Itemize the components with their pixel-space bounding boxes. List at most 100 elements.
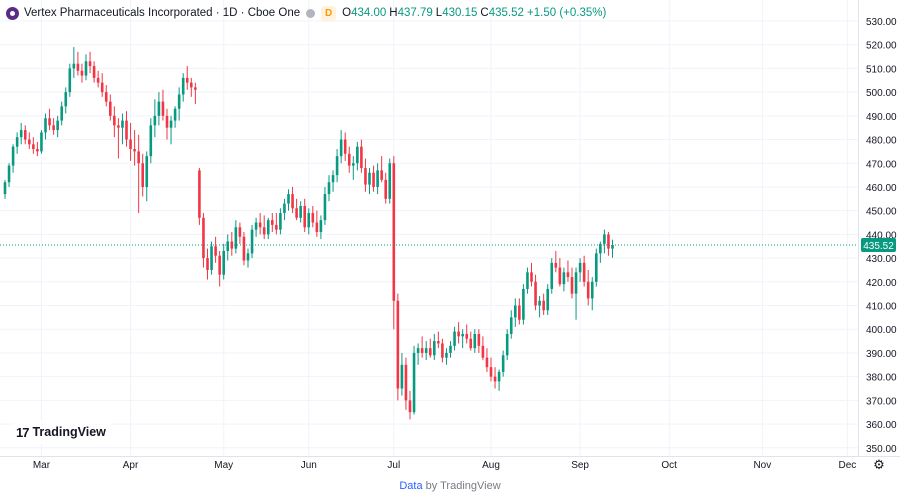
candle-body[interactable] (360, 146, 363, 169)
candle-body[interactable] (32, 144, 35, 150)
candle-body[interactable] (3, 182, 7, 195)
data-link[interactable]: Data (399, 480, 423, 492)
candle-body[interactable] (169, 120, 173, 128)
candle-body[interactable] (19, 130, 23, 138)
candle-body[interactable] (323, 194, 327, 221)
candle-body[interactable] (376, 170, 379, 187)
candle-body[interactable] (262, 227, 266, 235)
candle-body[interactable] (412, 352, 416, 413)
candle-body[interactable] (36, 149, 39, 152)
candle-body[interactable] (206, 258, 209, 270)
candle-body[interactable] (457, 331, 460, 337)
gear-icon[interactable]: ⚙ (873, 457, 885, 472)
candle-body[interactable] (384, 179, 387, 199)
candle-body[interactable] (526, 272, 529, 289)
candle-body[interactable] (433, 341, 436, 356)
candle-body[interactable] (578, 262, 582, 273)
candle-body[interactable] (518, 305, 521, 320)
candle-body[interactable] (368, 172, 371, 185)
candle-body[interactable] (339, 139, 343, 157)
candle-body[interactable] (173, 108, 177, 121)
candle-body[interactable] (266, 220, 270, 235)
candle-body[interactable] (96, 77, 100, 83)
candle-body[interactable] (380, 170, 383, 180)
candle-body[interactable] (481, 345, 485, 358)
candle-body[interactable] (509, 317, 513, 334)
candle-body[interactable] (485, 357, 489, 368)
candle-body[interactable] (157, 101, 161, 116)
candle-body[interactable] (40, 132, 43, 152)
candle-body[interactable] (185, 77, 189, 83)
candle-body[interactable] (238, 227, 242, 237)
candle-body[interactable] (133, 149, 136, 152)
candle-body[interactable] (68, 68, 72, 93)
candle-body[interactable] (607, 234, 610, 249)
candle-body[interactable] (396, 300, 400, 389)
candle-body[interactable] (453, 331, 456, 346)
candle-body[interactable] (352, 163, 355, 166)
candle-body[interactable] (218, 255, 221, 275)
candle-body[interactable] (60, 106, 63, 121)
candle-body[interactable] (335, 156, 339, 176)
candle-body[interactable] (161, 101, 165, 116)
candle-body[interactable] (574, 272, 578, 294)
candle-body[interactable] (226, 241, 230, 251)
candle-body[interactable] (23, 130, 27, 140)
candle-body[interactable] (586, 281, 590, 299)
candle-body[interactable] (428, 348, 432, 356)
candle-body[interactable] (129, 139, 132, 150)
candle-body[interactable] (44, 118, 47, 133)
candle-body[interactable] (343, 139, 347, 154)
tradingview-logo[interactable]: 17 TradingView (8, 420, 114, 444)
candle-body[interactable] (104, 92, 108, 102)
candle-body[interactable] (76, 63, 80, 71)
candle-body[interactable] (125, 120, 128, 140)
candle-body[interactable] (331, 175, 335, 183)
candle-body[interactable] (603, 234, 606, 244)
candle-body[interactable] (497, 371, 501, 382)
candle-body[interactable] (437, 341, 440, 344)
candle-body[interactable] (28, 139, 31, 145)
candle-body[interactable] (530, 272, 533, 282)
candle-body[interactable] (477, 333, 481, 346)
candle-body[interactable] (554, 262, 558, 268)
candle-body[interactable] (141, 163, 144, 187)
candle-body[interactable] (311, 213, 315, 223)
candle-body[interactable] (449, 345, 452, 353)
candle-body[interactable] (234, 227, 238, 249)
candle-body[interactable] (113, 115, 116, 126)
candle-body[interactable] (242, 236, 246, 261)
candle-body[interactable] (392, 163, 396, 301)
candle-body[interactable] (327, 182, 331, 195)
candle-body[interactable] (214, 246, 217, 256)
candle-body[interactable] (441, 343, 444, 358)
candle-body[interactable] (372, 172, 375, 187)
candle-body[interactable] (210, 246, 213, 270)
candle-body[interactable] (595, 253, 598, 282)
candle-body[interactable] (420, 348, 424, 353)
candle-body[interactable] (408, 400, 412, 413)
candle-body[interactable] (307, 213, 311, 228)
symbol-title[interactable]: Vertex Pharmaceuticals Incorporated · 1D… (24, 7, 301, 19)
candle-body[interactable] (109, 101, 112, 116)
candle-body[interactable] (48, 118, 51, 126)
candle-body[interactable] (558, 267, 562, 285)
candle-body[interactable] (566, 272, 570, 278)
candle-body[interactable] (388, 163, 392, 199)
candle-body[interactable] (291, 194, 294, 209)
candle-body[interactable] (254, 222, 258, 230)
candle-body[interactable] (80, 70, 84, 76)
candle-body[interactable] (279, 213, 282, 230)
candle-body[interactable] (250, 229, 254, 254)
candle-body[interactable] (416, 348, 420, 353)
candle-body[interactable] (400, 364, 404, 389)
candle-body[interactable] (424, 348, 428, 353)
candle-body[interactable] (611, 245, 614, 249)
candle-body[interactable] (190, 82, 193, 88)
candle-body[interactable] (88, 61, 92, 67)
candle-body[interactable] (149, 125, 153, 157)
candle-body[interactable] (177, 94, 181, 109)
candle-body[interactable] (153, 115, 157, 126)
candle-body[interactable] (505, 333, 509, 356)
candle-body[interactable] (246, 253, 250, 261)
